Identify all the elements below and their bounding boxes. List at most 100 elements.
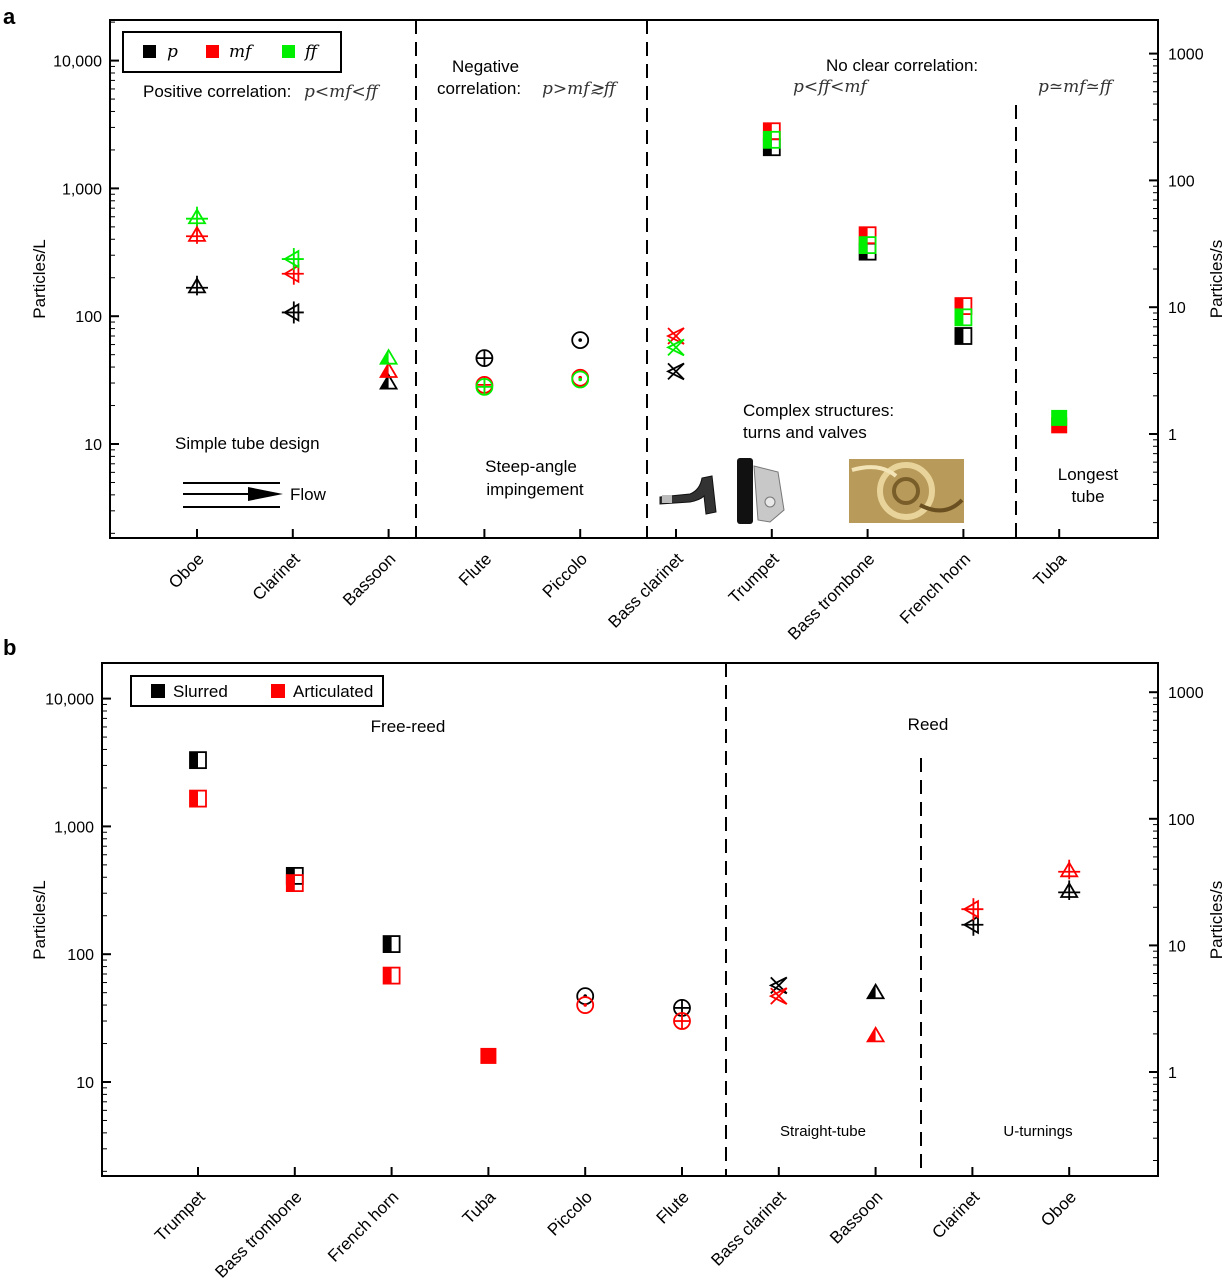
data-point-b-articulated-8 <box>961 898 984 921</box>
x-tick-label-b-5: Flute <box>653 1187 693 1227</box>
data-point-a-p-5 <box>665 362 685 381</box>
y2-axis-title-b: Particles/s <box>1207 881 1226 959</box>
annotation-longest: Longest <box>1058 465 1119 484</box>
y2-tick-label-b-0: 1 <box>1168 1065 1177 1082</box>
data-point-a-ff-8 <box>954 308 973 327</box>
data-point-b-articulated-1 <box>285 874 304 893</box>
data-point-b-slurred-7 <box>866 982 886 1000</box>
data-point-b-articulated-5 <box>673 1012 691 1030</box>
data-point-a-ff-5 <box>665 338 685 357</box>
x-tick-label-a-2: Bassoon <box>339 549 399 609</box>
annotation-complex-2: turns and valves <box>743 423 867 442</box>
data-point-a-mf-1 <box>281 262 304 285</box>
y2-tick-label-b-2: 100 <box>1168 812 1195 829</box>
annotation-u-turnings: U-turnings <box>1003 1123 1072 1140</box>
annotation-simple-tube: Simple tube design <box>175 434 320 453</box>
y2-tick-label-b-3: 1000 <box>1168 685 1204 702</box>
data-point-b-slurred-8 <box>961 913 984 936</box>
legend-swatch-slurred <box>151 684 165 698</box>
data-point-b-articulated-7 <box>866 1025 886 1043</box>
y-tick-label-a-3: 10,000 <box>53 54 102 71</box>
annotation-steep-2: impingement <box>486 480 584 499</box>
data-point-b-slurred-4 <box>576 987 595 1006</box>
y2-axis-b: 1 10 100 1000 <box>1149 685 1204 1161</box>
data-point-a-mf-2 <box>379 361 399 378</box>
legend-swatch-ff <box>282 45 295 58</box>
y2-tick-label-a-2: 100 <box>1168 173 1195 190</box>
data-point-a-ff-7 <box>858 236 877 255</box>
x-tick-label-a-3: Flute <box>455 549 495 589</box>
legend-swatch-articulated <box>271 684 285 698</box>
data-point-b-articulated-6 <box>768 987 788 1005</box>
x-tick-label-b-3: Tuba <box>459 1187 500 1228</box>
y-tick-label-b-0: 10 <box>76 1075 94 1092</box>
data-point-a-p-3 <box>475 349 494 368</box>
x-tick-label-b-6: Bass clarinet <box>707 1187 789 1269</box>
annotation-reed: Reed <box>908 715 949 734</box>
x-tick-label-b-0: Trumpet <box>151 1187 209 1245</box>
legend-a: p mf ff <box>122 31 342 73</box>
data-point-a-p-0 <box>186 275 208 296</box>
data-point-b-articulated-9 <box>1058 859 1081 880</box>
x-tick-label-b-1: Bass trombone <box>211 1187 305 1280</box>
data-point-a-mf-0 <box>186 224 208 244</box>
annotation-straight-tube: Straight-tube <box>780 1123 866 1140</box>
y2-tick-label-a-1: 10 <box>1168 300 1186 317</box>
y2-tick-label-a-0: 1 <box>1168 427 1177 444</box>
data-point-b-articulated-3 <box>480 1047 497 1064</box>
y2-tick-label-a-3: 1000 <box>1168 47 1204 64</box>
data-point-a-ff-2 <box>379 348 399 365</box>
legend-swatch-mf <box>206 45 219 58</box>
data-point-b-slurred-0 <box>189 751 207 770</box>
legend-swatch-p <box>143 45 156 58</box>
x-axis-b: Trumpet Bass trombone French horn Tuba Picco… <box>151 1167 1080 1280</box>
y-axis-a: 10 100 1,000 10,000 <box>53 21 119 534</box>
data-marks-a <box>186 122 1068 434</box>
annotation-complex: Complex structures: <box>743 401 894 420</box>
data-point-a-ff-4 <box>571 370 590 389</box>
data-point-a-ff-9 <box>1051 409 1068 426</box>
data-marks-b <box>189 751 1081 1064</box>
y-axis-title-a: Particles/L <box>30 239 49 318</box>
annotation-flow: Flow <box>290 485 327 504</box>
y-tick-label-a-0: 10 <box>84 437 102 454</box>
panel-label-b: b <box>3 635 16 660</box>
data-point-a-p-1 <box>281 301 304 324</box>
y-tick-label-a-2: 1,000 <box>62 181 102 198</box>
y2-axis-title-a: Particles/s <box>1207 240 1226 318</box>
data-point-a-p-8 <box>954 327 973 345</box>
legend-box-b <box>130 675 384 707</box>
y-tick-label-b-3: 10,000 <box>45 692 94 709</box>
x-tick-label-b-2: French horn <box>324 1187 402 1265</box>
legend-label-mf: mf <box>229 42 254 62</box>
y-tick-label-b-2: 1,000 <box>54 819 94 836</box>
y-axis-title-b: Particles/L <box>30 880 49 959</box>
panel-label-a: a <box>3 4 16 29</box>
data-point-b-articulated-4 <box>576 996 595 1014</box>
flow-arrow-icon <box>183 482 283 508</box>
x-tick-label-a-0: Oboe <box>165 549 208 592</box>
data-point-b-slurred-9 <box>1058 880 1081 901</box>
x-tick-label-a-8: French horn <box>896 549 974 627</box>
annotation-noclear: No clear correlation: <box>826 56 978 75</box>
data-point-a-ff-6 <box>762 130 781 149</box>
x-tick-label-a-6: Trumpet <box>725 549 783 607</box>
plot-frame-a <box>109 19 1159 539</box>
y-tick-label-a-1: 100 <box>75 309 102 326</box>
annotation-positive-eq: p<mf<ff <box>304 82 381 102</box>
y2-axis-a: 1 10 100 1000 <box>1149 47 1204 524</box>
data-point-a-p-4 <box>571 331 590 350</box>
data-point-a-ff-1 <box>281 248 304 271</box>
y2-tick-label-b-1: 10 <box>1168 938 1186 955</box>
bass-clarinet-image <box>659 475 717 515</box>
annotation-free-reed: Free-reed <box>371 717 446 736</box>
y-axis-b: 10 100 1,000 10,000 <box>45 692 111 1172</box>
x-tick-label-a-5: Bass clarinet <box>605 549 687 631</box>
legend-b: Slurred Articulated <box>130 675 384 707</box>
annotation-negative: Negative <box>452 57 519 76</box>
data-point-b-articulated-0 <box>189 789 207 808</box>
y-tick-label-b-1: 100 <box>67 947 94 964</box>
legend-box-a <box>122 31 342 73</box>
data-point-a-ff-0 <box>186 206 208 227</box>
